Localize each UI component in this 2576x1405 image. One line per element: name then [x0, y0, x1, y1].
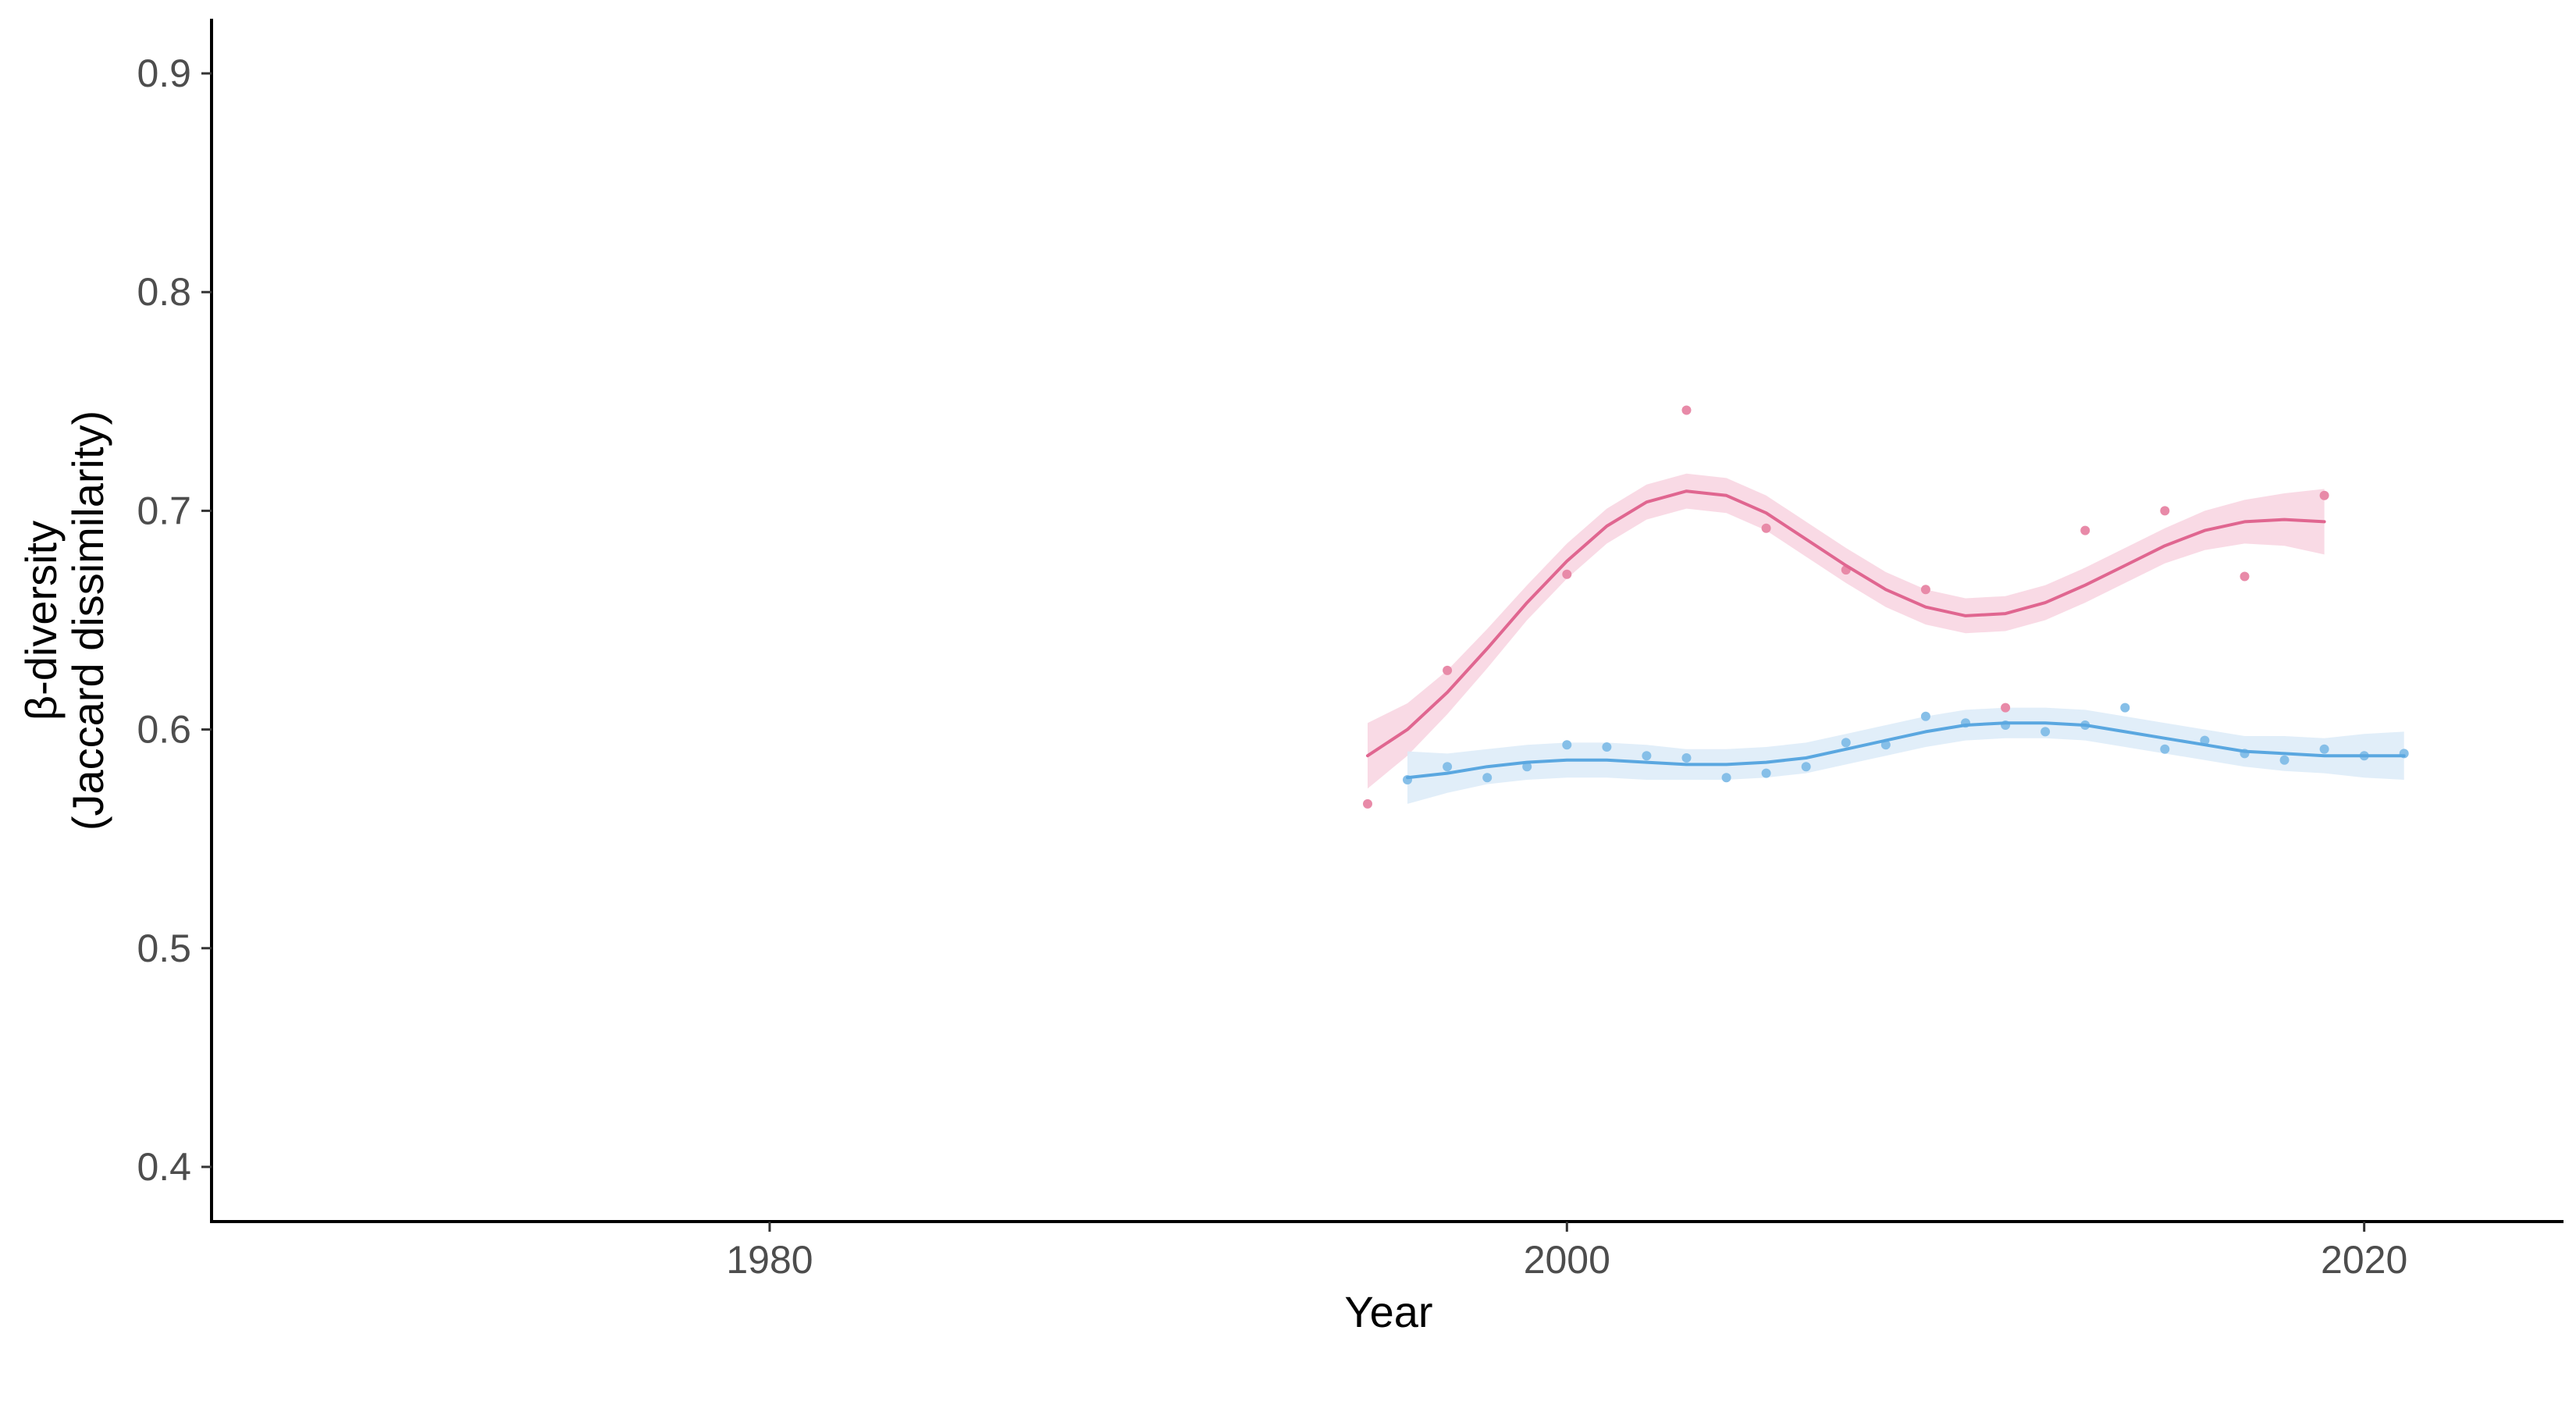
y-tick-label: 0.6	[137, 708, 191, 752]
series-2-point-14	[1920, 711, 1930, 721]
x-tick-label: 2000	[1524, 1238, 1610, 1282]
y-axis-title-line-1: β-diversity	[16, 521, 66, 720]
series-1-point-10	[2160, 506, 2170, 516]
series-1-point-2	[1443, 665, 1453, 675]
series-2-point-24	[2319, 744, 2329, 754]
y-tick-label: 0.5	[137, 927, 191, 970]
series-1-point-8	[2001, 702, 2011, 713]
series-2-point-12	[1841, 738, 1851, 748]
confidence-bands	[1368, 473, 2404, 804]
series-2-point-2	[1443, 762, 1453, 772]
x-axis-title: Year	[1344, 1287, 1432, 1336]
series-2-point-8	[1681, 753, 1692, 763]
series-1-point-5	[1761, 523, 1771, 533]
series-1-point-9	[2080, 525, 2090, 535]
series-2-smooth-line	[1406, 721, 2406, 780]
series-2-point-7	[1642, 751, 1652, 761]
series-1-point-1	[1363, 799, 1372, 809]
series-2-point-19	[2120, 702, 2130, 713]
series-2-confidence-band	[1407, 707, 2404, 804]
y-tick-label: 0.8	[137, 270, 191, 314]
x-tick-label: 2020	[2321, 1238, 2407, 1282]
series-2-point-9	[1721, 773, 1731, 783]
series-2-point-6	[1602, 742, 1612, 752]
series-2-point-17	[2041, 727, 2051, 737]
series-2-point-11	[1801, 762, 1811, 772]
series-1-confidence-band	[1368, 473, 2325, 789]
series-1-point-7	[1920, 585, 1930, 595]
y-tick-label: 0.7	[137, 489, 191, 532]
series-1-point-11	[2240, 571, 2250, 582]
x-tick-label: 1980	[726, 1238, 813, 1282]
y-tick-label: 0.9	[137, 52, 191, 95]
smooth-lines	[1366, 489, 2406, 780]
series-1-point-3	[1562, 569, 1572, 579]
series-2-point-10	[1761, 768, 1771, 778]
x-axis-ticks: 1980 2000 2020	[726, 1222, 2407, 1282]
series-1-point-4	[1681, 405, 1692, 415]
series-2-point-4	[1522, 762, 1532, 772]
y-axis-ticks: 0.4 0.5 0.6 0.7 0.8 0.9	[137, 52, 212, 1189]
series-2-point-5	[1562, 740, 1572, 750]
y-axis-title: β-diversity (Jaccard dissimilarity)	[16, 411, 112, 831]
series-2-point-20	[2160, 744, 2170, 754]
y-axis-title-line-2: (Jaccard dissimilarity)	[63, 411, 112, 831]
series-2-point-3	[1482, 773, 1493, 783]
series-1-point-12	[2319, 490, 2329, 500]
y-tick-label: 0.4	[137, 1145, 191, 1189]
series-2-point-21	[2200, 735, 2210, 745]
series-1-smooth-line	[1366, 489, 2326, 758]
series-2-point-23	[2279, 755, 2290, 765]
data-points	[1363, 405, 2409, 809]
